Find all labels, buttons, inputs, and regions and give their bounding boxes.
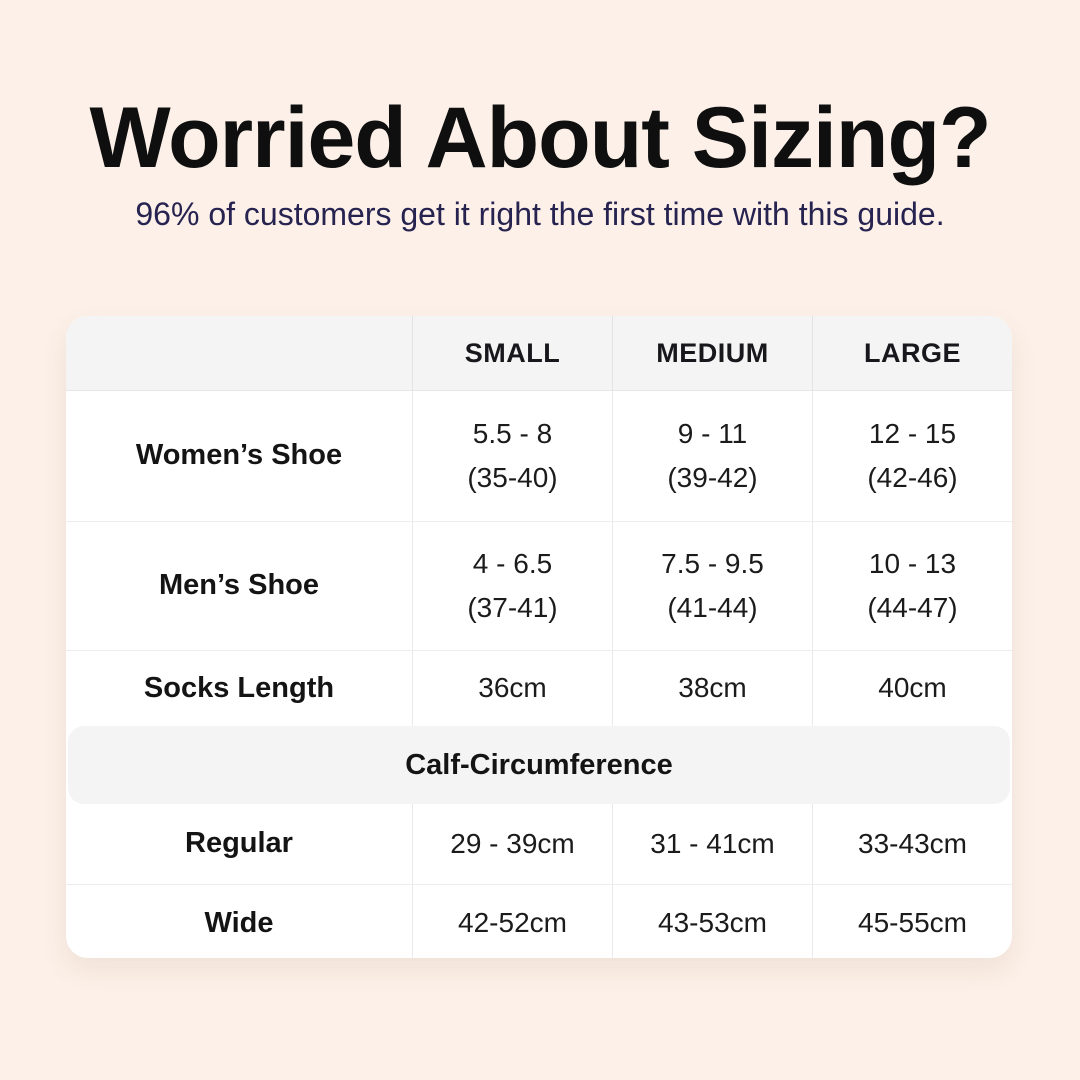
table-row-regular: Regular 29 - 39cm 31 - 41cm 33-43cm xyxy=(66,804,1012,884)
size-chart-card: SMALL MEDIUM LARGE Women’s Shoe 5.5 - 8 … xyxy=(66,316,1012,958)
page-subtitle: 96% of customers get it right the first … xyxy=(135,196,945,233)
column-header-large: LARGE xyxy=(812,316,1012,390)
table-cell: 31 - 41cm xyxy=(612,804,812,884)
cell-line-1: 9 - 11 xyxy=(677,417,748,449)
table-header-row: SMALL MEDIUM LARGE xyxy=(66,316,1012,391)
cell-line-1: 12 - 15 xyxy=(868,417,957,449)
table-row-socks-length: Socks Length 36cm 38cm 40cm xyxy=(66,650,1012,726)
table-cell: 29 - 39cm xyxy=(412,804,612,884)
row-label: Men’s Shoe xyxy=(158,569,320,602)
cell-line-2: (41-44) xyxy=(667,592,758,623)
table-cell: 5.5 - 8 (35-40) xyxy=(412,391,612,521)
table-cell: 38cm xyxy=(612,651,812,726)
cell-line-2: (39-42) xyxy=(667,462,758,493)
section-header-label: Calf-Circumference xyxy=(405,748,673,781)
table-cell: 42-52cm xyxy=(412,885,612,958)
row-label: Socks Length xyxy=(143,671,335,704)
row-label: Wide xyxy=(204,906,274,939)
row-label: Women’s Shoe xyxy=(135,439,343,472)
section-header-calf-circumference: Calf-Circumference xyxy=(68,726,1010,804)
column-header-small: SMALL xyxy=(412,316,612,390)
table-row-womens-shoe: Women’s Shoe 5.5 - 8 (35-40) 9 - 11 (39-… xyxy=(66,391,1012,521)
table-cell: 40cm xyxy=(812,651,1012,726)
table-cell: 43-53cm xyxy=(612,885,812,958)
table-cell: 45-55cm xyxy=(812,885,1012,958)
table-row-mens-shoe: Men’s Shoe 4 - 6.5 (37-41) 7.5 - 9.5 (41… xyxy=(66,521,1012,650)
table-cell: 7.5 - 9.5 (41-44) xyxy=(612,522,812,650)
column-header-medium: MEDIUM xyxy=(612,316,812,390)
cell-line-1: 10 - 13 xyxy=(868,547,957,579)
cell-line-2: (37-41) xyxy=(467,592,558,623)
table-cell: 4 - 6.5 (37-41) xyxy=(412,522,612,650)
cell-line-1: 7.5 - 9.5 xyxy=(661,547,764,579)
cell-line-1: 5.5 - 8 xyxy=(472,417,553,449)
cell-line-1: 4 - 6.5 xyxy=(472,547,553,579)
row-label: Regular xyxy=(185,827,293,860)
cell-line-2: (44-47) xyxy=(867,592,958,623)
cell-line-2: (42-46) xyxy=(867,462,958,493)
cell-line-2: (35-40) xyxy=(467,462,558,493)
table-row-wide: Wide 42-52cm 43-53cm 45-55cm xyxy=(66,884,1012,958)
column-header-empty xyxy=(66,316,412,390)
table-cell: 10 - 13 (44-47) xyxy=(812,522,1012,650)
table-cell: 36cm xyxy=(412,651,612,726)
table-cell: 9 - 11 (39-42) xyxy=(612,391,812,521)
page-title: Worried About Sizing? xyxy=(89,90,991,186)
table-cell: 12 - 15 (42-46) xyxy=(812,391,1012,521)
table-cell: 33-43cm xyxy=(812,804,1012,884)
